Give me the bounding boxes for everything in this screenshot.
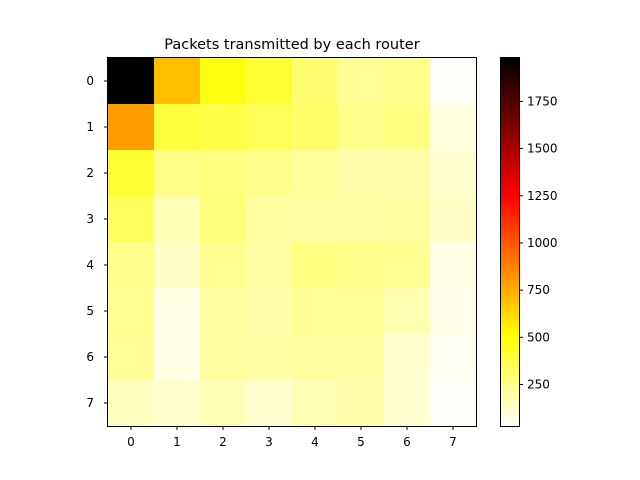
colorbar-axis: 250 500 750 1000 1250 1500 1750 bbox=[519, 94, 558, 391]
heatmap-cells bbox=[108, 58, 477, 427]
heatmap-cell bbox=[154, 380, 201, 427]
heatmap-cell bbox=[246, 380, 293, 427]
heatmap-cell bbox=[338, 288, 385, 335]
heatmap-cell bbox=[384, 150, 431, 197]
heatmap-cell bbox=[154, 150, 201, 197]
heatmap-cell bbox=[384, 380, 431, 427]
x-tick-label: 5 bbox=[357, 435, 365, 449]
heatmap-cell bbox=[108, 58, 155, 105]
x-tick-label: 1 bbox=[173, 435, 181, 449]
x-tick-label: 3 bbox=[265, 435, 273, 449]
heatmap-cell bbox=[292, 104, 339, 151]
heatmap-cell bbox=[246, 242, 293, 289]
colorbar-tick-label: 1000 bbox=[527, 236, 558, 250]
heatmap-cell bbox=[108, 104, 155, 151]
heatmap-cell bbox=[338, 380, 385, 427]
heatmap-cell bbox=[200, 58, 247, 105]
heatmap-cell bbox=[200, 104, 247, 151]
colorbar bbox=[500, 57, 520, 427]
heatmap-cell bbox=[200, 242, 247, 289]
heatmap-cell bbox=[292, 196, 339, 243]
colorbar-tick-label: 1250 bbox=[527, 189, 558, 203]
heatmap-cell bbox=[200, 380, 247, 427]
y-tick-label: 5 bbox=[86, 304, 94, 318]
heatmap-cell bbox=[430, 242, 477, 289]
heatmap-cell bbox=[430, 288, 477, 335]
heatmap-cell bbox=[246, 334, 293, 381]
colorbar-tick-label: 500 bbox=[527, 330, 550, 344]
heatmap-cell bbox=[430, 58, 477, 105]
heatmap-cell bbox=[200, 334, 247, 381]
heatmap-cell bbox=[430, 104, 477, 151]
heatmap-cell bbox=[154, 58, 201, 105]
heatmap-cell bbox=[246, 58, 293, 105]
heatmap-cell bbox=[292, 380, 339, 427]
y-tick-label: 1 bbox=[86, 120, 94, 134]
x-axis: 0 1 2 3 4 5 6 7 bbox=[127, 426, 457, 449]
heatmap-cell bbox=[338, 242, 385, 289]
heatmap-cell bbox=[430, 150, 477, 197]
heatmap-cell bbox=[108, 150, 155, 197]
heatmap-cell bbox=[292, 150, 339, 197]
heatmap-cell bbox=[338, 334, 385, 381]
heatmap-cell bbox=[246, 150, 293, 197]
y-tick-label: 7 bbox=[86, 396, 94, 410]
colorbar-tick-label: 250 bbox=[527, 377, 550, 391]
heatmap-cell bbox=[200, 150, 247, 197]
heatmap-cell bbox=[338, 150, 385, 197]
heatmap-cell bbox=[338, 58, 385, 105]
heatmap-cell bbox=[384, 334, 431, 381]
heatmap-cell bbox=[154, 288, 201, 335]
heatmap-cell bbox=[108, 196, 155, 243]
heatmap-cell bbox=[292, 334, 339, 381]
heatmap-cell bbox=[154, 334, 201, 381]
colorbar-tick-label: 1500 bbox=[527, 142, 558, 156]
heatmap-cell bbox=[200, 288, 247, 335]
heatmap-cell bbox=[338, 104, 385, 151]
heatmap-cell bbox=[338, 196, 385, 243]
colorbar-tick-label: 750 bbox=[527, 283, 550, 297]
y-tick-label: 3 bbox=[86, 212, 94, 226]
heatmap-cell bbox=[430, 196, 477, 243]
y-axis: 0 1 2 3 4 5 6 7 bbox=[86, 74, 108, 410]
x-tick-label: 7 bbox=[449, 435, 457, 449]
heatmap-cell bbox=[292, 242, 339, 289]
heatmap-cell bbox=[430, 334, 477, 381]
heatmap-cell bbox=[246, 104, 293, 151]
heatmap-cell bbox=[292, 288, 339, 335]
heatmap-cell bbox=[246, 196, 293, 243]
y-tick-label: 6 bbox=[86, 350, 94, 364]
x-tick-label: 4 bbox=[311, 435, 319, 449]
heatmap-cell bbox=[108, 242, 155, 289]
heatmap-cell bbox=[384, 196, 431, 243]
heatmap-cell bbox=[292, 58, 339, 105]
chart-title: Packets transmitted by each router bbox=[164, 37, 419, 53]
heatmap-cell bbox=[108, 380, 155, 427]
y-tick-label: 4 bbox=[86, 258, 94, 272]
heatmap-cell bbox=[384, 288, 431, 335]
heatmap-cell bbox=[384, 242, 431, 289]
heatmap-cell bbox=[200, 196, 247, 243]
heatmap-cell bbox=[108, 334, 155, 381]
heatmap-cell bbox=[430, 380, 477, 427]
y-tick-label: 0 bbox=[86, 74, 94, 88]
heatmap-cell bbox=[246, 288, 293, 335]
colorbar-tick-label: 1750 bbox=[527, 94, 558, 108]
plot-frame bbox=[107, 57, 477, 427]
x-tick-label: 6 bbox=[403, 435, 411, 449]
x-tick-label: 0 bbox=[127, 435, 135, 449]
heatmap-cell bbox=[384, 104, 431, 151]
heatmap-cell bbox=[154, 196, 201, 243]
y-tick-label: 2 bbox=[86, 166, 94, 180]
heatmap-cell bbox=[108, 288, 155, 335]
heatmap-cell bbox=[384, 58, 431, 105]
x-tick-label: 2 bbox=[219, 435, 227, 449]
heatmap-cell bbox=[154, 242, 201, 289]
heatmap-cell bbox=[154, 104, 201, 151]
